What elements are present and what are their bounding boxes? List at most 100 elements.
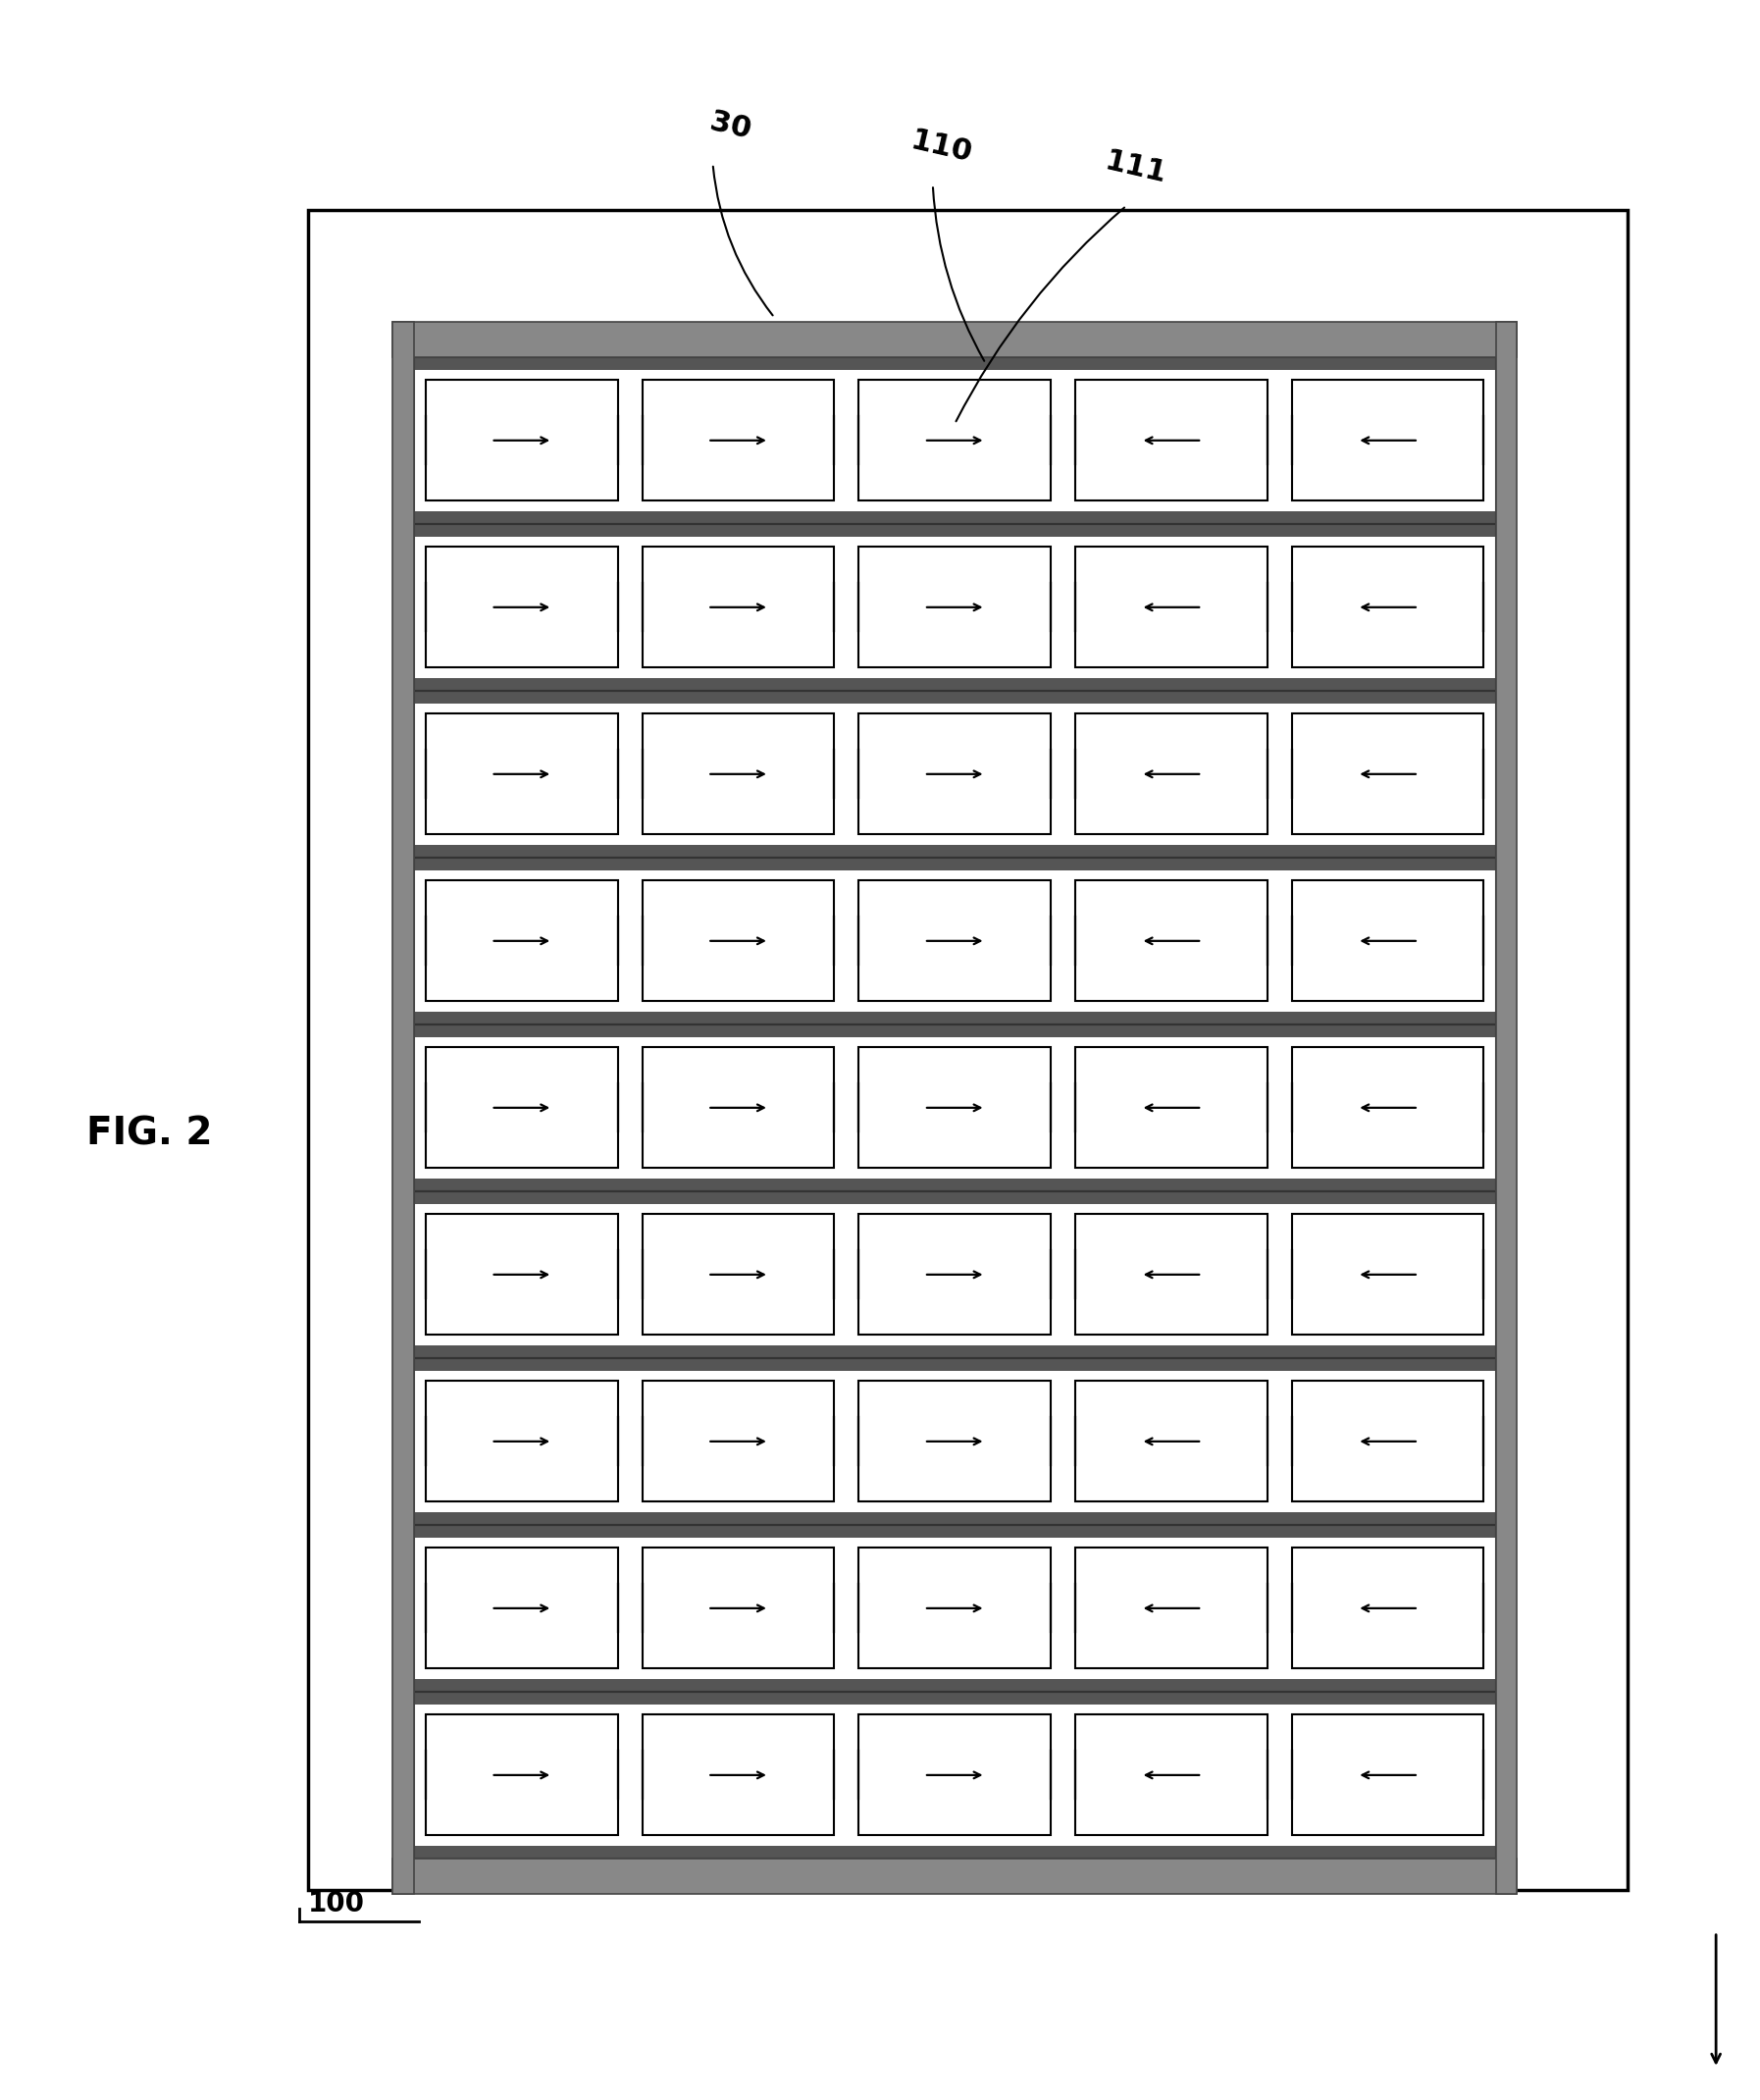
Bar [414,844,1496,857]
Bar [859,880,1051,1002]
Bar [414,357,1496,370]
Bar [1292,1548,1484,1670]
Bar [1075,546,1267,668]
Bar [414,1346,1496,1359]
Bar [642,1382,834,1502]
Bar [414,857,1496,1025]
Bar [1075,380,1267,500]
Bar [414,1178,1496,1191]
Bar [414,536,1496,678]
Bar [1496,321,1517,1894]
Text: FIG. 2: FIG. 2 [86,1115,213,1153]
Bar [414,1037,1496,1178]
Bar [426,1048,618,1168]
Bar [414,357,1496,523]
Text: 100: 100 [308,1890,364,1917]
Bar [859,714,1051,834]
Bar [414,523,1496,691]
Bar [414,1359,1496,1525]
Bar [414,1203,1496,1346]
Bar [414,1191,1496,1203]
Bar [859,546,1051,668]
Bar [414,857,1496,1025]
Bar [414,869,1496,1012]
Bar [426,546,618,668]
Bar [1292,1214,1484,1336]
Bar [426,1382,618,1502]
Bar [426,1214,618,1336]
Bar [414,1693,1496,1858]
Bar [1292,1716,1484,1835]
Bar [859,1382,1051,1502]
Bar [414,523,1496,691]
Bar [414,691,1496,704]
Text: 111: 111 [1102,147,1169,189]
Bar [642,1716,834,1835]
Bar [414,1025,1496,1191]
Text: 30: 30 [708,107,753,145]
Bar [642,1048,834,1168]
Bar [414,523,1496,536]
Bar [414,1693,1496,1858]
Bar [426,714,618,834]
Bar [414,1846,1496,1858]
Bar [1292,880,1484,1002]
Bar [392,1858,1517,1894]
Bar [414,1705,1496,1846]
Bar [1075,1214,1267,1336]
Bar [1292,714,1484,834]
Bar [308,210,1628,1890]
Bar [859,1716,1051,1835]
Bar [642,714,834,834]
Bar [414,1191,1496,1359]
Bar [859,1548,1051,1670]
Bar [642,1214,834,1336]
Bar [414,691,1496,857]
Bar [414,1025,1496,1191]
Bar [414,1359,1496,1371]
Bar [414,370,1496,510]
Bar [1075,1048,1267,1168]
Bar [642,546,834,668]
Bar [1292,380,1484,500]
Bar [1075,1382,1267,1502]
Bar [392,321,1517,357]
Bar [414,1012,1496,1025]
Bar [859,1048,1051,1168]
Bar [1292,1048,1484,1168]
Bar [1075,714,1267,834]
Bar [859,1214,1051,1336]
Bar [414,1525,1496,1537]
Bar [414,704,1496,844]
Text: 110: 110 [908,126,975,168]
Bar [414,1525,1496,1693]
Bar [426,1548,618,1670]
Bar [642,880,834,1002]
Bar [414,1537,1496,1680]
Bar [1075,1716,1267,1835]
Bar [426,380,618,500]
Bar [414,1191,1496,1359]
Bar [414,857,1496,869]
Bar [414,691,1496,857]
Bar [414,1680,1496,1693]
Bar [426,880,618,1002]
Bar [414,1025,1496,1037]
Bar [642,1548,834,1670]
Bar [392,321,414,1894]
Bar [426,1716,618,1835]
Bar [414,510,1496,523]
Bar [1292,546,1484,668]
Bar [1075,880,1267,1002]
Bar [414,1371,1496,1512]
Bar [414,357,1496,523]
Bar [859,380,1051,500]
Bar [414,678,1496,691]
Bar [414,1693,1496,1705]
Bar [414,1512,1496,1525]
Bar [414,1525,1496,1693]
Bar [414,1359,1496,1525]
Bar [1075,1548,1267,1670]
Bar [1292,1382,1484,1502]
Bar [642,380,834,500]
